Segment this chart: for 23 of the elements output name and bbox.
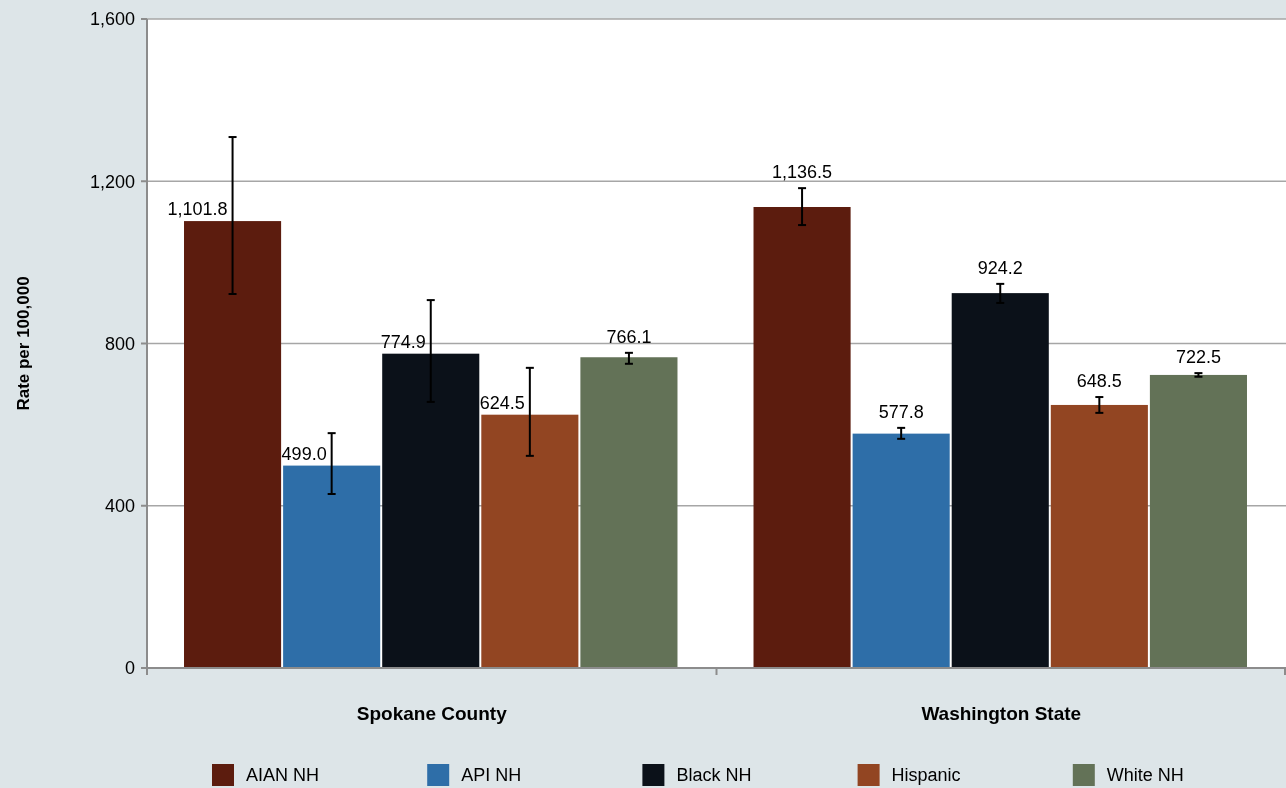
data-label: 577.8 bbox=[878, 401, 924, 422]
data-label: 1,101.8 bbox=[167, 199, 228, 220]
x-tick-label: Spokane County bbox=[356, 703, 508, 724]
data-label: 924.2 bbox=[977, 257, 1023, 278]
data-label: 1,136.5 bbox=[772, 162, 833, 183]
legend-label: White NH bbox=[1106, 765, 1184, 786]
y-axis-title: Rate per 100,000 bbox=[14, 276, 33, 411]
y-tick-label: 1,600 bbox=[89, 9, 135, 30]
data-label: 624.5 bbox=[479, 392, 525, 413]
legend-label: Black NH bbox=[676, 765, 752, 786]
data-label: 648.5 bbox=[1076, 371, 1122, 392]
y-tick-label: 1,200 bbox=[89, 171, 135, 192]
y-tick-label: 800 bbox=[104, 333, 135, 354]
y-tick-label: 0 bbox=[124, 658, 135, 679]
data-label: 499.0 bbox=[281, 443, 327, 464]
y-tick-label: 400 bbox=[104, 496, 135, 517]
data-label: 774.9 bbox=[380, 331, 426, 352]
legend-label: AIAN NH bbox=[246, 765, 320, 786]
legend-label: API NH bbox=[461, 765, 522, 786]
data-label: 766.1 bbox=[606, 326, 652, 347]
x-tick-label: Washington State bbox=[921, 703, 1082, 724]
data-label: 722.5 bbox=[1175, 347, 1221, 368]
legend-label: Hispanic bbox=[891, 765, 961, 786]
